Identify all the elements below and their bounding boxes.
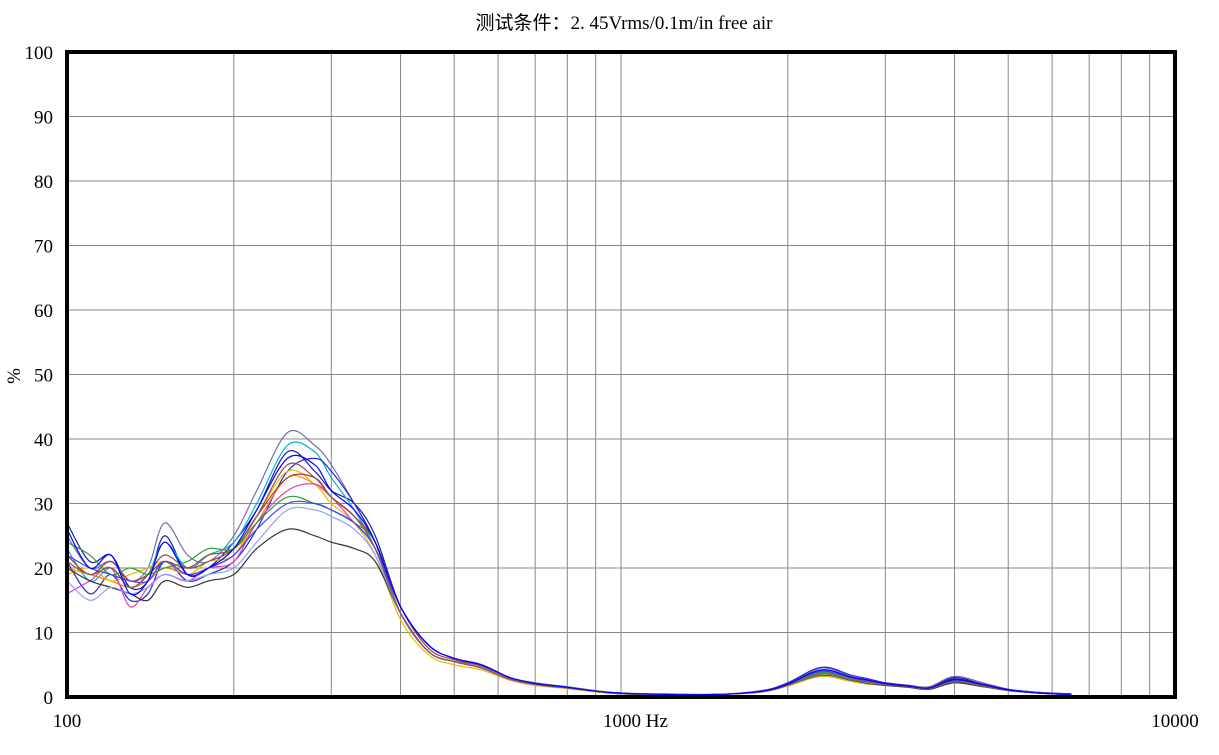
y-tick-label: 0: [44, 688, 54, 709]
series-line-12: [66, 500, 1072, 696]
grid-lines: [67, 51, 1175, 698]
y-tick-label: 30: [34, 495, 53, 516]
x-tick-labels: 100 1000 Hz 10000: [53, 711, 1199, 732]
y-tick-label: 10: [34, 624, 53, 645]
plot-frame: [65, 50, 1177, 699]
y-tick-label: 40: [34, 430, 53, 451]
y-tick-label: 80: [34, 172, 53, 193]
x-tick-label: 1000 Hz: [603, 711, 668, 732]
series-line-11: [66, 506, 1072, 696]
series-line-9: [66, 495, 1072, 696]
series-line-4: [66, 457, 1072, 696]
series-line-8: [66, 473, 1072, 696]
series-line-14: [66, 454, 1072, 696]
y-tick-label: 90: [34, 108, 53, 129]
y-tick-label: 60: [34, 301, 53, 322]
x-tick-label: 10000: [1151, 711, 1199, 732]
chart-title: 测试条件：2. 45Vrms/0.1m/in free air: [475, 12, 773, 34]
y-tick-label: 70: [34, 237, 53, 258]
series-line-5: [66, 474, 1072, 696]
y-tick-label: 20: [34, 559, 53, 580]
y-tick-labels: 0 10 20 30 40 50 60 70 80 90 100: [25, 43, 54, 709]
y-tick-label: 100: [25, 43, 54, 64]
series-layer: [66, 430, 1072, 696]
series-line-7: [66, 483, 1072, 696]
y-axis-label: %: [4, 368, 25, 384]
y-tick-label: 50: [34, 366, 53, 387]
x-tick-label: 100: [53, 711, 82, 732]
